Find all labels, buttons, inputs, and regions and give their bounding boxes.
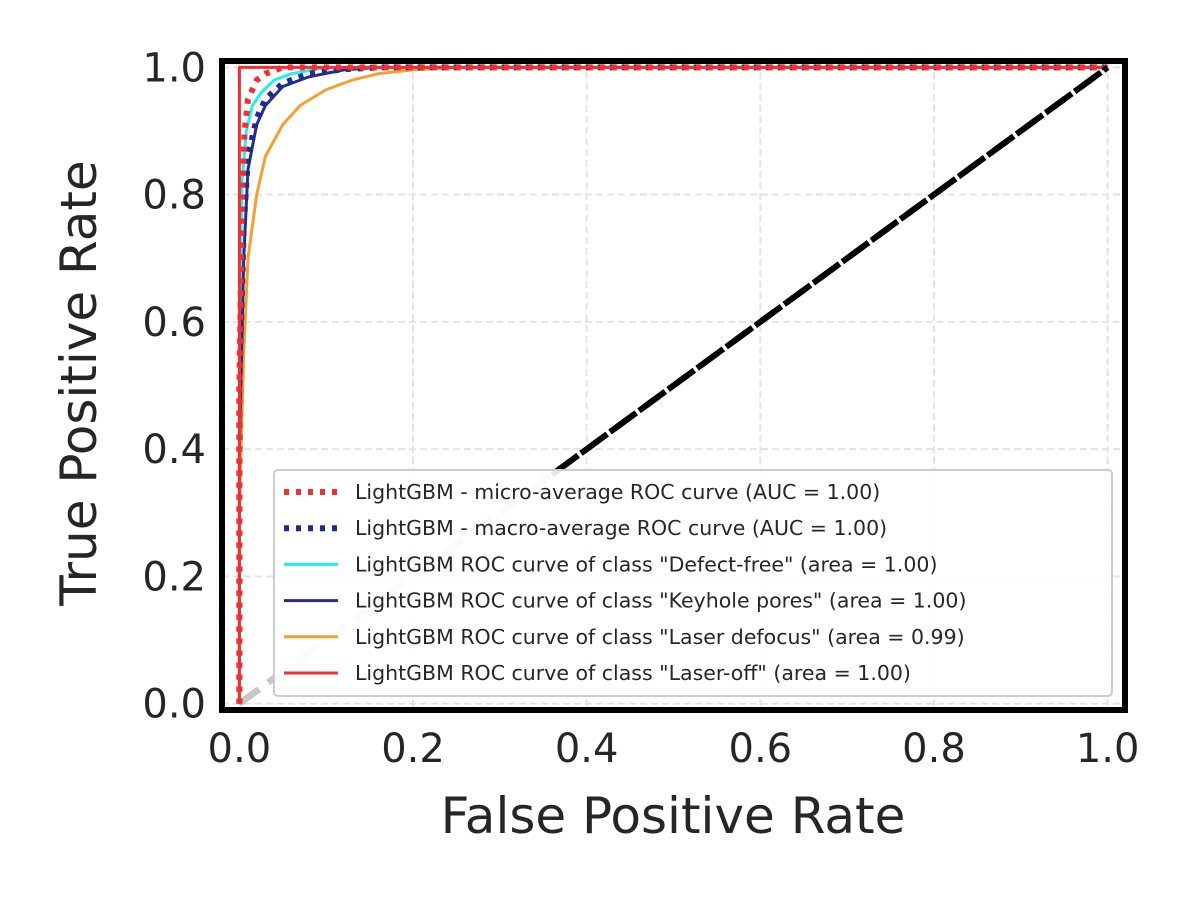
roc-curve-5 [237, 65, 1108, 704]
x-tick-label: 0.6 [729, 726, 793, 772]
roc-curve-0 [236, 64, 1108, 704]
x-axis-title: False Positive Rate [441, 787, 906, 845]
legend-label: LightGBM ROC curve of class "Laser defoc… [355, 625, 965, 649]
y-tick-label: 0.0 [142, 682, 206, 728]
x-tick-label: 0.0 [208, 726, 272, 772]
y-tick-label: 1.0 [142, 45, 206, 91]
legend-label: LightGBM - macro-average ROC curve (AUC … [355, 516, 887, 540]
y-tick-label: 0.6 [142, 300, 206, 346]
y-axis-title: True Positive Rate [50, 160, 108, 606]
roc-series [236, 64, 1110, 704]
y-tick-label: 0.4 [142, 427, 206, 473]
y-ticks: 0.0 0.2 0.4 0.6 0.8 1.0 [142, 45, 206, 727]
legend-label: LightGBM ROC curve of class "Defect-free… [355, 552, 937, 576]
chance-line-overlay [550, 64, 1110, 477]
legend: LightGBM - micro-average ROC curve (AUC … [273, 469, 1113, 697]
legend-label: LightGBM - micro-average ROC curve (AUC … [355, 480, 880, 504]
legend-label: LightGBM ROC curve of class "Laser-off" … [355, 661, 911, 685]
x-tick-label: 0.4 [555, 726, 619, 772]
x-tick-label: 0.2 [381, 726, 445, 772]
plot-frame [219, 58, 1128, 713]
x-tick-label: 0.8 [902, 726, 966, 772]
x-tick-label: 1.0 [1076, 726, 1140, 772]
legend-box [273, 469, 1113, 697]
legend-label: LightGBM ROC curve of class "Keyhole por… [355, 589, 966, 613]
x-ticks: 0.0 0.2 0.4 0.6 0.8 1.0 [208, 726, 1140, 772]
y-tick-label: 0.2 [142, 554, 206, 600]
y-tick-label: 0.8 [142, 173, 206, 219]
roc-curve-4 [237, 65, 1108, 704]
